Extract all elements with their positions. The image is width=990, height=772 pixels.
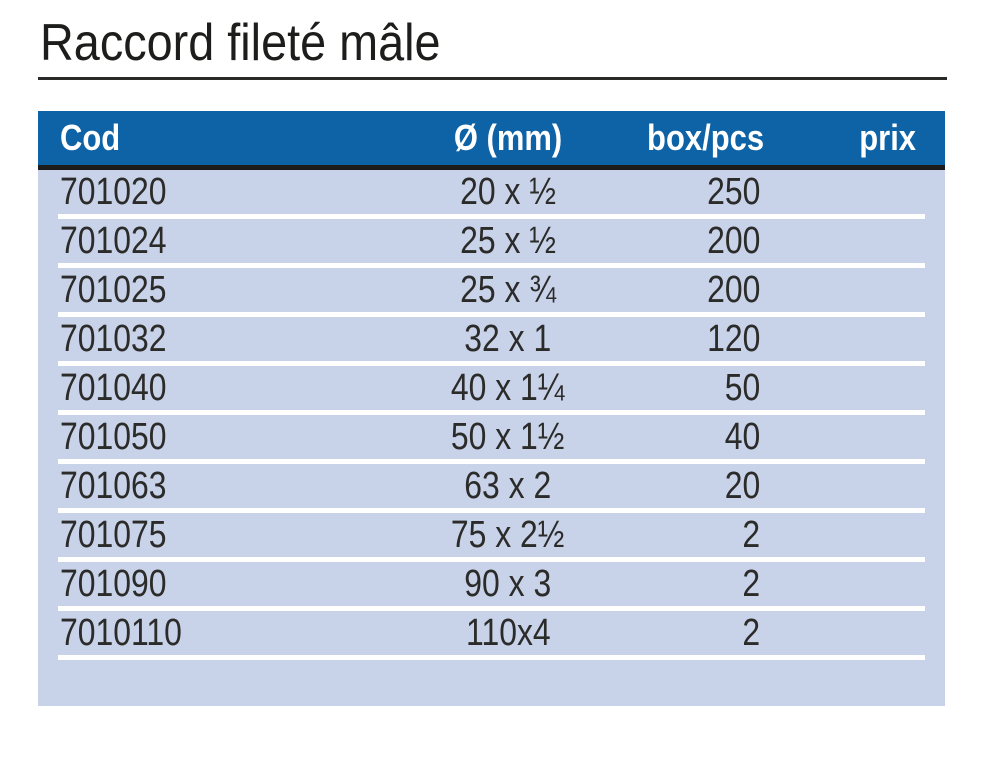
cell-cod: 701090 xyxy=(60,562,167,605)
cell-diameter: 25 x ½ xyxy=(460,219,556,262)
header-divider-bar xyxy=(38,165,945,170)
cell-cod: 701063 xyxy=(60,464,167,507)
cell-diameter: 20 x ½ xyxy=(460,170,556,213)
table-row: 701050 50 x 1½ 40 xyxy=(38,415,945,464)
table-body: 701020 20 x ½ 250 701024 25 x ½ 200 7010… xyxy=(38,170,945,660)
cell-box: 200 xyxy=(706,219,760,262)
header-cell-prix: prix xyxy=(768,117,945,159)
cell-box: 2 xyxy=(742,611,760,654)
cell-box: 120 xyxy=(706,317,760,360)
cell-diameter: 32 x 1 xyxy=(464,317,552,360)
cell-prix xyxy=(768,514,945,557)
cell-prix xyxy=(768,269,945,312)
cell-cod: 7010110 xyxy=(60,611,182,654)
cell-diameter: 90 x 3 xyxy=(464,562,552,605)
table-header-row: Cod Ø (mm) box/pcs prix xyxy=(38,111,945,165)
page-title: Raccord fileté mâle xyxy=(40,14,947,72)
cell-cod: 701025 xyxy=(60,268,167,311)
page-title-text: Raccord fileté mâle xyxy=(40,14,441,72)
table-footer-spacer xyxy=(38,660,945,706)
cell-cod: 701020 xyxy=(60,170,167,213)
cell-box: 250 xyxy=(706,170,760,213)
product-table: Cod Ø (mm) box/pcs prix 701020 20 x ½ 25… xyxy=(38,111,945,706)
cell-prix xyxy=(768,612,945,655)
header-cell-box: box/pcs xyxy=(628,117,768,159)
cell-prix xyxy=(768,171,945,214)
header-box-label: box/pcs xyxy=(647,117,765,158)
header-cell-diameter: Ø (mm) xyxy=(388,117,628,159)
cell-box: 20 xyxy=(724,464,760,507)
header-diameter-label: Ø (mm) xyxy=(453,117,563,158)
table-row: 701075 75 x 2½ 2 xyxy=(38,513,945,562)
cell-prix xyxy=(768,416,945,459)
cell-cod: 701040 xyxy=(60,366,167,409)
cell-diameter: 63 x 2 xyxy=(464,464,552,507)
header-prix-label: prix xyxy=(859,117,916,158)
cell-box: 50 xyxy=(724,366,760,409)
cell-box: 2 xyxy=(742,513,760,556)
cell-cod: 701075 xyxy=(60,513,167,556)
table-row: 701024 25 x ½ 200 xyxy=(38,219,945,268)
cell-prix xyxy=(768,465,945,508)
table-row: 701025 25 x ¾ 200 xyxy=(38,268,945,317)
table-row: 701063 63 x 2 20 xyxy=(38,464,945,513)
cell-box: 40 xyxy=(724,415,760,458)
title-block: Raccord fileté mâle xyxy=(38,14,947,80)
table-row: 7010110 110x4 2 xyxy=(38,611,945,660)
table-row: 701040 40 x 1¼ 50 xyxy=(38,366,945,415)
catalog-page: Raccord fileté mâle Cod Ø (mm) box/pcs p… xyxy=(38,14,947,706)
cell-prix xyxy=(768,318,945,361)
cell-cod: 701024 xyxy=(60,219,167,262)
cell-box: 2 xyxy=(742,562,760,605)
table-row: 701090 90 x 3 2 xyxy=(38,562,945,611)
table-row: 701032 32 x 1 120 xyxy=(38,317,945,366)
cell-prix xyxy=(768,220,945,263)
cell-prix xyxy=(768,563,945,606)
cell-diameter: 110x4 xyxy=(465,611,551,654)
cell-diameter: 75 x 2½ xyxy=(451,513,565,556)
cell-diameter: 25 x ¾ xyxy=(460,268,556,311)
cell-diameter: 50 x 1½ xyxy=(451,415,565,458)
header-cod-label: Cod xyxy=(60,117,121,158)
cell-diameter: 40 x 1¼ xyxy=(451,366,565,409)
cell-box: 200 xyxy=(706,268,760,311)
table-row: 701020 20 x ½ 250 xyxy=(38,170,945,219)
cell-prix xyxy=(768,367,945,410)
cell-cod: 701050 xyxy=(60,415,167,458)
cell-cod: 701032 xyxy=(60,317,167,360)
header-cell-cod: Cod xyxy=(38,117,388,159)
